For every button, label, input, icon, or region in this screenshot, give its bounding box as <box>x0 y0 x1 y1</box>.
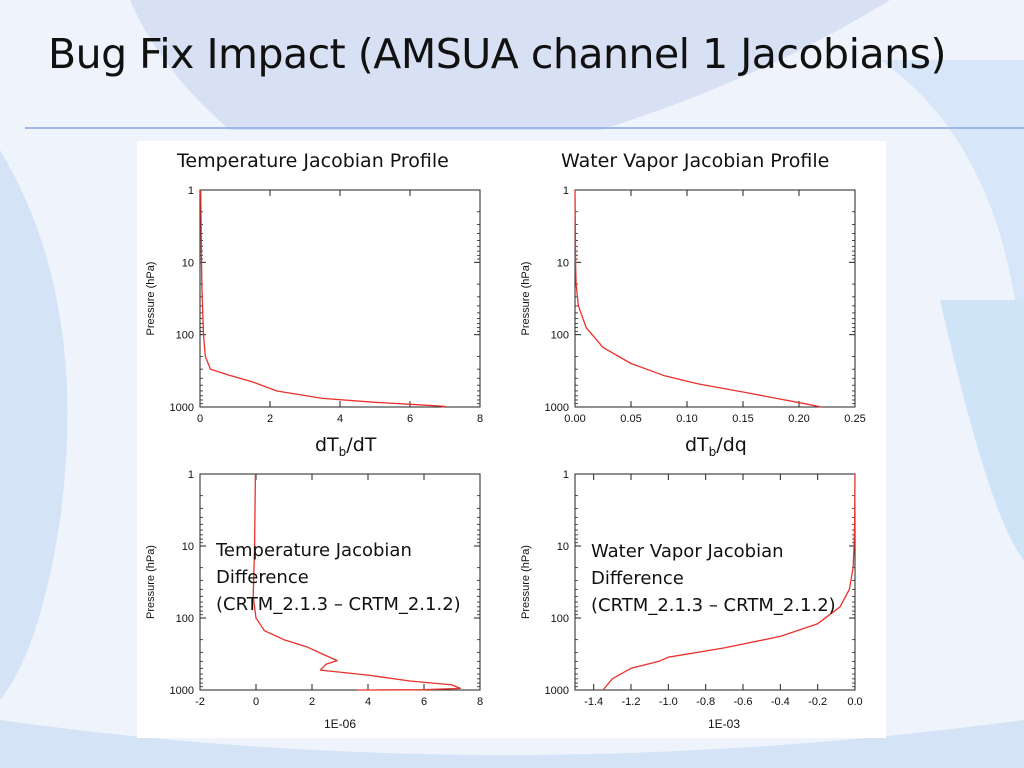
jacobian-curve <box>574 189 822 408</box>
x-tick-label: 2 <box>309 696 315 708</box>
x-tick-label: -1.4 <box>584 696 603 708</box>
x-tick-label: 8 <box>477 696 483 708</box>
annotation-line: Difference <box>216 567 309 588</box>
plot-frame <box>199 189 481 408</box>
jacobian-curve <box>252 473 462 691</box>
y-tick-label: 1000 <box>170 402 194 414</box>
x-axis-label-temperature: dTb/dT <box>315 434 377 459</box>
slide-title: Bug Fix Impact (AMSUA channel 1 Jacobian… <box>48 30 946 78</box>
x-multiplier-water-vapor-diff: 1E-03 <box>708 717 741 731</box>
x-tick-label: 0.15 <box>732 413 753 425</box>
y-tick-label: 100 <box>176 613 194 625</box>
x-tick-label: 6 <box>407 413 413 425</box>
x-multiplier-temperature-diff: 1E-06 <box>324 717 357 731</box>
title-divider <box>25 127 1024 129</box>
x-tick-label: 0.0 <box>847 696 862 708</box>
y-axis-label: Pressure (hPa) <box>145 545 157 619</box>
x-tick-label: -0.2 <box>808 696 827 708</box>
y-tick-label: 10 <box>557 541 569 553</box>
y-axis-label: Pressure (hPa) <box>520 545 532 619</box>
x-tick-label: -1.0 <box>659 696 678 708</box>
x-tick-label: 8 <box>477 413 483 425</box>
x-tick-label: 4 <box>337 413 343 425</box>
x-tick-label: 0.00 <box>564 413 585 425</box>
y-axis-label: Pressure (hPa) <box>520 262 532 336</box>
y-tick-label: 1000 <box>545 402 569 414</box>
y-axis-label: Pressure (hPa) <box>145 262 157 336</box>
x-tick-label: -1.2 <box>622 696 641 708</box>
y-tick-label: 1 <box>563 469 569 481</box>
jacobian-curve <box>200 189 446 408</box>
y-tick-label: 100 <box>551 613 569 625</box>
y-tick-label: 1000 <box>170 685 194 697</box>
plot-frame <box>199 473 481 691</box>
x-tick-label: 0.25 <box>844 413 865 425</box>
jacobian-curve <box>602 473 856 691</box>
annotation-water-vapor-difference: Water Vapor Jacobian Difference (CRTM_2.… <box>591 538 836 619</box>
x-tick-label: 0.10 <box>676 413 697 425</box>
plot-title-water-vapor: Water Vapor Jacobian Profile <box>561 150 830 172</box>
annotation-temperature-difference: Temperature Jacobian Difference (CRTM_2.… <box>216 537 461 618</box>
annotation-line: Temperature Jacobian <box>216 540 412 561</box>
x-tick-label: -2 <box>195 696 205 708</box>
y-tick-label: 1000 <box>545 685 569 697</box>
y-tick-label: 1 <box>188 469 194 481</box>
x-tick-label: 2 <box>267 413 273 425</box>
x-tick-label: -0.6 <box>734 696 753 708</box>
x-tick-label: 6 <box>421 696 427 708</box>
x-tick-label: -0.4 <box>771 696 790 708</box>
x-tick-label: -0.8 <box>696 696 715 708</box>
x-tick-label: 0 <box>197 413 203 425</box>
y-tick-label: 10 <box>557 257 569 269</box>
x-axis-label-water-vapor: dTb/dq <box>685 434 747 459</box>
annotation-line: (CRTM_2.1.3 – CRTM_2.1.2) <box>216 594 461 615</box>
x-tick-label: 0.05 <box>620 413 641 425</box>
x-tick-label: 0.20 <box>788 413 809 425</box>
x-tick-label: 4 <box>365 696 371 708</box>
y-tick-label: 100 <box>176 330 194 342</box>
y-tick-label: 1 <box>563 185 569 197</box>
plot-frame <box>574 473 856 691</box>
y-tick-label: 100 <box>551 330 569 342</box>
annotation-line: Water Vapor Jacobian <box>591 541 784 562</box>
x-tick-label: 0 <box>253 696 259 708</box>
plot-title-temperature: Temperature Jacobian Profile <box>177 150 449 172</box>
annotation-line: Difference <box>591 568 684 589</box>
y-tick-label: 10 <box>182 541 194 553</box>
plot-frame <box>574 189 856 408</box>
y-tick-label: 10 <box>182 257 194 269</box>
y-tick-label: 1 <box>188 185 194 197</box>
annotation-line: (CRTM_2.1.3 – CRTM_2.1.2) <box>591 595 836 616</box>
